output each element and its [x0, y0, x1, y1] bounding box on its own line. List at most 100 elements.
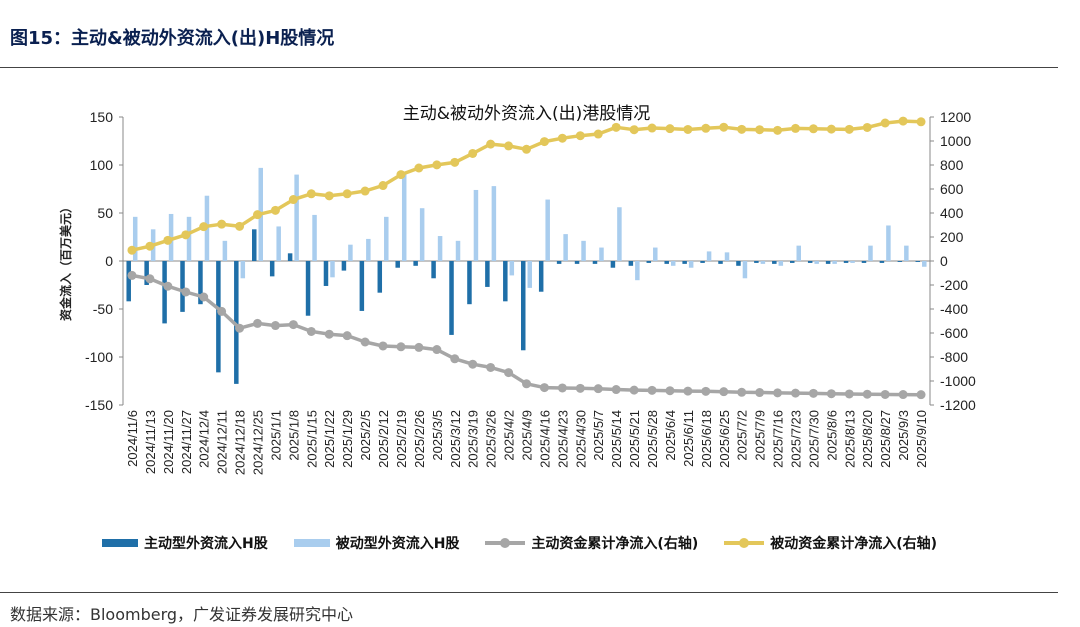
- legend-label-passive: 被动型外资流入H股: [335, 536, 460, 552]
- bar-passive: [724, 252, 730, 261]
- point-passive-cumulative: [647, 123, 657, 133]
- bar-active: [556, 261, 562, 264]
- point-active-cumulative: [719, 387, 729, 397]
- point-passive-cumulative: [306, 189, 316, 199]
- point-passive-cumulative: [611, 122, 621, 132]
- x-tick-label: 2025/5/7: [591, 410, 606, 461]
- y-tick-label-right: 800: [940, 157, 964, 173]
- bar-passive: [419, 208, 425, 261]
- bar-passive: [132, 216, 138, 261]
- point-passive-cumulative: [773, 125, 783, 135]
- x-tick-label: 2024/11/20: [161, 410, 176, 474]
- point-active-cumulative: [217, 306, 227, 316]
- legend-swatch-active: [102, 539, 138, 547]
- point-active-cumulative: [844, 389, 854, 399]
- legend-item-active-cum: 主动资金累计净流入(右轴): [485, 533, 698, 553]
- bar-active: [431, 261, 436, 279]
- point-passive-cumulative: [145, 241, 155, 251]
- point-passive-cumulative: [288, 195, 298, 205]
- x-tick-label: 2025/2/26: [412, 410, 427, 468]
- point-passive-cumulative: [665, 124, 675, 134]
- bar-passive: [868, 245, 873, 261]
- x-tick-label: 2025/7/23: [789, 410, 804, 468]
- bar-active: [879, 261, 885, 263]
- bar-active: [754, 261, 759, 263]
- bar-passive: [222, 240, 228, 261]
- point-passive-cumulative: [862, 122, 872, 132]
- point-active-cumulative: [808, 388, 818, 398]
- bar-active: [592, 261, 598, 264]
- y-axis-title: 资金流入（百万美元）: [58, 201, 73, 321]
- x-tick-label: 2025/1/22: [322, 410, 337, 468]
- legend-label-passive-cum: 被动资金累计净流入(右轴): [770, 536, 938, 552]
- chart: -150 -100 -50 0 50 100 150 -1200 -1000 -800 -600 -4…: [58, 104, 976, 475]
- point-active-cumulative: [127, 270, 137, 280]
- bar-passive: [886, 225, 891, 261]
- x-tick-label: 2025/5/21: [627, 410, 642, 468]
- bar-passive: [599, 247, 604, 261]
- point-active-cumulative: [791, 388, 800, 398]
- point-active-cumulative: [755, 388, 765, 398]
- bar-active: [180, 261, 185, 312]
- point-passive-cumulative: [163, 235, 173, 245]
- bar-passive: [706, 251, 712, 261]
- point-active-cumulative: [575, 383, 585, 393]
- bar-active: [252, 229, 257, 261]
- point-active-cumulative: [163, 281, 173, 291]
- point-active-cumulative: [593, 384, 603, 394]
- bar-passive: [563, 234, 568, 261]
- bar-active: [162, 261, 167, 324]
- point-active-cumulative: [288, 320, 298, 330]
- point-active-cumulative: [342, 331, 352, 341]
- x-tick-label: 2025/1/1: [268, 410, 283, 461]
- x-tick-label: 2025/4/16: [537, 410, 552, 468]
- bar-passive: [670, 261, 676, 266]
- x-tick-label: 2025/4/23: [555, 410, 570, 468]
- x-tick-label: 2025/1/29: [340, 410, 355, 468]
- bar-passive: [617, 207, 622, 261]
- point-active-cumulative: [629, 385, 639, 395]
- x-tick-label: 2025/6/25: [717, 410, 732, 468]
- chart-legend: 主动型外资流入H股 被动型外资流入H股 主动资金累计净流入(右轴) 被动资金累计…: [102, 533, 963, 553]
- x-tick-label: 2025/6/18: [699, 410, 714, 468]
- point-passive-cumulative: [593, 129, 603, 139]
- point-active-cumulative: [647, 385, 657, 395]
- x-tick-label: 2025/1/15: [304, 410, 319, 468]
- bar-active: [915, 261, 921, 262]
- legend-item-active: 主动型外资流入H股: [102, 533, 268, 553]
- bar-active: [144, 261, 149, 285]
- bar-passive: [760, 261, 766, 264]
- line-active-cumulative: [131, 273, 922, 397]
- point-passive-cumulative: [701, 123, 711, 133]
- y-tick-label-right: 200: [940, 229, 964, 245]
- bar-passive: [348, 244, 353, 261]
- point-passive-cumulative: [360, 186, 370, 196]
- bar-active: [413, 261, 418, 266]
- point-passive-cumulative: [450, 157, 460, 167]
- point-active-cumulative: [916, 390, 926, 400]
- x-tick-label: 2025/4/2: [502, 410, 517, 461]
- bar-passive: [688, 261, 694, 268]
- bar-passive: [312, 214, 317, 261]
- point-passive-cumulative: [324, 191, 334, 201]
- bar-active: [126, 261, 131, 302]
- bar-active: [538, 261, 544, 292]
- x-tick-label: 2024/12/4: [197, 410, 212, 468]
- bar-active: [610, 261, 616, 268]
- point-passive-cumulative: [755, 125, 765, 135]
- bar-active: [772, 261, 777, 264]
- bar-active: [287, 253, 293, 261]
- point-active-cumulative: [898, 390, 908, 400]
- top-rule: [0, 67, 1058, 68]
- x-tick-label: 2025/7/9: [753, 410, 768, 461]
- point-active-cumulative: [145, 274, 155, 284]
- x-tick-label: 2025/5/14: [609, 410, 624, 468]
- point-passive-cumulative: [629, 125, 639, 135]
- x-tick-label: 2025/4/9: [520, 410, 535, 461]
- y-tick-label-right: -400: [940, 301, 968, 317]
- point-active-cumulative: [539, 383, 549, 393]
- bar-active: [485, 261, 490, 287]
- y-tick-label-left: -150: [85, 397, 113, 413]
- x-tick-label: 2024/11/6: [125, 410, 140, 467]
- x-tick-label: 2025/2/5: [358, 410, 373, 461]
